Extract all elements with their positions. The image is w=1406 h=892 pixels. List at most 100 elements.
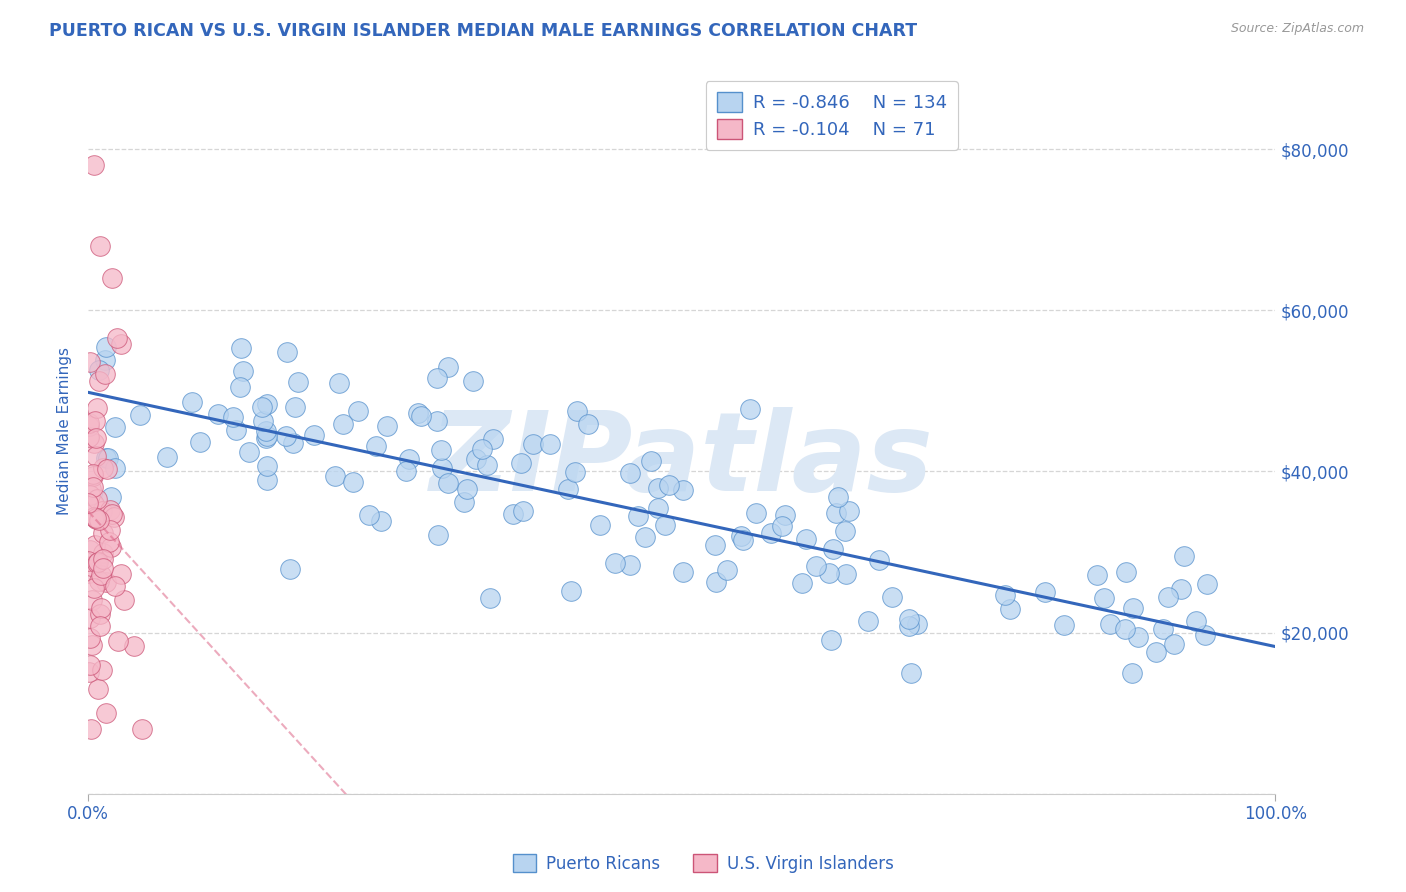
- Point: [84, 414, 107, 428]
- Point: [94, 368, 117, 382]
- Point: [858, 614, 880, 628]
- Point: [97, 450, 120, 465]
- Point: [647, 481, 669, 495]
- Point: [647, 500, 669, 515]
- Point: [82, 467, 104, 481]
- Point: [672, 483, 695, 498]
- Point: [522, 436, 544, 450]
- Point: [1099, 616, 1122, 631]
- Point: [79, 631, 101, 645]
- Point: [897, 618, 920, 632]
- Point: [1053, 618, 1076, 632]
- Point: [283, 436, 305, 450]
- Point: [87, 574, 110, 588]
- Point: [868, 552, 890, 566]
- Point: [84, 511, 107, 525]
- Point: [225, 423, 247, 437]
- Point: [1170, 582, 1192, 597]
- Point: [90, 504, 112, 518]
- Legend: Puerto Ricans, U.S. Virgin Islanders: Puerto Ricans, U.S. Virgin Islanders: [506, 847, 900, 880]
- Point: [395, 464, 418, 478]
- Point: [1194, 628, 1216, 642]
- Point: [107, 633, 129, 648]
- Point: [1114, 622, 1136, 636]
- Point: [79, 355, 101, 369]
- Point: [276, 345, 298, 359]
- Point: [398, 452, 420, 467]
- Point: [104, 578, 127, 592]
- Point: [87, 513, 110, 527]
- Point: [716, 563, 738, 577]
- Point: [89, 618, 111, 632]
- Point: [430, 442, 453, 457]
- Point: [93, 460, 115, 475]
- Point: [91, 663, 114, 677]
- Point: [411, 409, 433, 423]
- Point: [557, 483, 579, 497]
- Point: [82, 480, 104, 494]
- Point: [827, 490, 849, 504]
- Point: [1197, 577, 1219, 591]
- Point: [83, 510, 105, 524]
- Point: [222, 409, 245, 424]
- Point: [86, 401, 108, 416]
- Point: [89, 239, 111, 253]
- Point: [231, 342, 253, 356]
- Point: [1122, 601, 1144, 615]
- Point: [254, 424, 277, 438]
- Point: [101, 271, 124, 285]
- Point: [406, 406, 429, 420]
- Point: [110, 337, 132, 351]
- Point: [672, 565, 695, 579]
- Point: [430, 461, 453, 475]
- Point: [897, 612, 920, 626]
- Point: [502, 507, 524, 521]
- Point: [252, 400, 274, 414]
- Point: [82, 469, 104, 483]
- Point: [1128, 630, 1150, 644]
- Point: [658, 478, 681, 492]
- Point: [90, 568, 112, 582]
- Point: [83, 496, 105, 510]
- Point: [426, 527, 449, 541]
- Point: [89, 607, 111, 621]
- Point: [733, 533, 755, 548]
- Point: [254, 432, 277, 446]
- Point: [745, 506, 768, 520]
- Point: [256, 397, 278, 411]
- Point: [252, 414, 274, 428]
- Point: [370, 514, 392, 528]
- Point: [626, 509, 648, 524]
- Point: [256, 459, 278, 474]
- Point: [112, 592, 135, 607]
- Point: [93, 526, 115, 541]
- Point: [89, 363, 111, 377]
- Point: [1087, 568, 1109, 582]
- Point: [838, 504, 860, 518]
- Point: [86, 491, 108, 506]
- Point: [482, 432, 505, 446]
- Point: [98, 502, 121, 516]
- Point: [342, 475, 364, 489]
- Point: [94, 574, 117, 589]
- Point: [770, 519, 793, 533]
- Point: [461, 374, 484, 388]
- Point: [131, 723, 153, 737]
- Point: [104, 419, 127, 434]
- Point: [453, 495, 475, 509]
- Point: [87, 374, 110, 388]
- Point: [704, 538, 727, 552]
- Point: [79, 658, 101, 673]
- Point: [129, 408, 152, 422]
- Point: [77, 416, 100, 430]
- Point: [287, 375, 309, 389]
- Point: [730, 529, 752, 543]
- Point: [77, 496, 100, 510]
- Point: [98, 523, 121, 537]
- Point: [156, 450, 179, 464]
- Point: [560, 584, 582, 599]
- Point: [1152, 622, 1174, 636]
- Point: [80, 593, 103, 607]
- Point: [207, 407, 229, 421]
- Point: [834, 567, 856, 582]
